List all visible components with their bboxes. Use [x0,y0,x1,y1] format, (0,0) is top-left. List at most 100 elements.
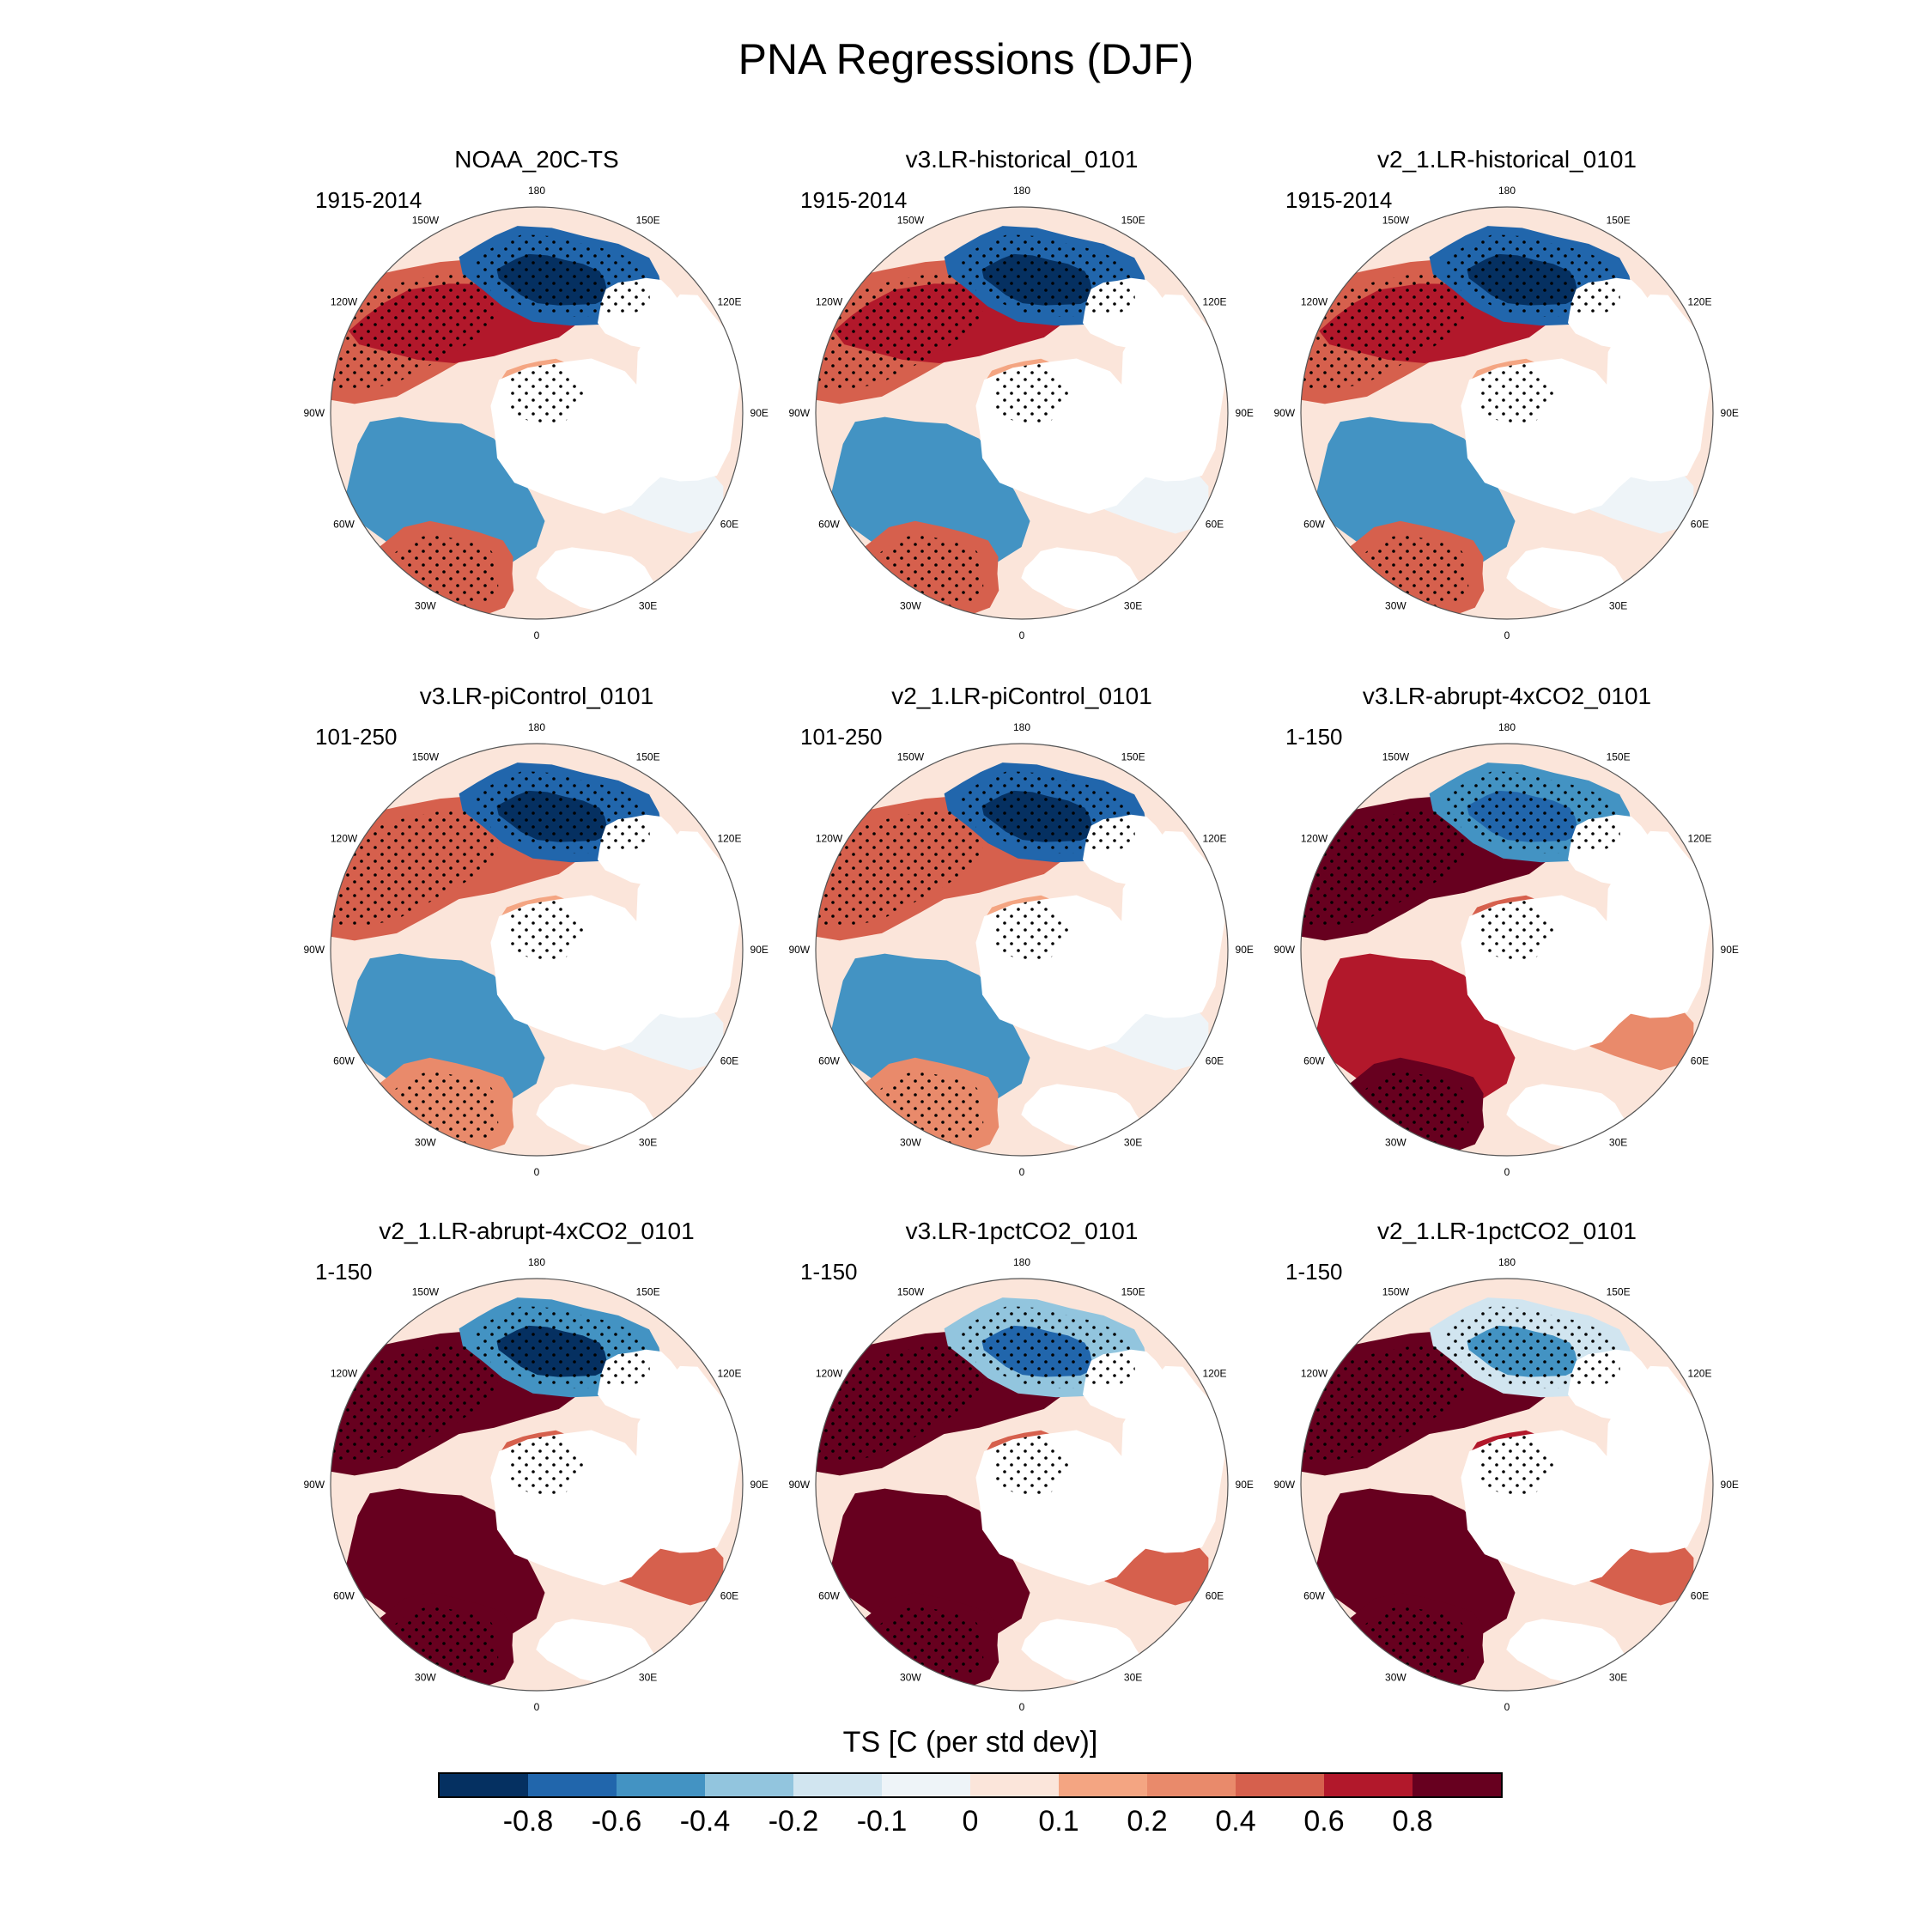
colorbar-tick-label: -0.6 [591,1805,642,1838]
longitude-label: 90E [750,407,769,419]
longitude-label: 90E [1236,944,1254,956]
longitude-label: 180 [1013,185,1030,197]
longitude-label: 0 [534,1701,540,1713]
colorbar-swatch [705,1774,793,1796]
globe-outline [330,206,744,620]
map-panel: NOAA_20C-TS 1915-2014 180 150W 150E 120W 120E 9… [296,146,846,641]
longitude-label: 150W [412,1286,440,1298]
longitude-label: 90W [1273,407,1295,419]
significance-stippling [1478,363,1557,425]
longitude-label: 150E [1121,1286,1145,1298]
map-panel: v2_1.LR-abrupt-4xCO2_0101 1-150 180 150W 150… [296,1218,846,1713]
longitude-label: 0 [1504,1701,1510,1713]
panel-period-label: 1915-2014 [800,187,908,213]
significance-stippling [1478,1435,1557,1497]
longitude-label: 180 [1498,721,1516,733]
panel-title: v2_1.LR-abrupt-4xCO2_0101 [379,1218,695,1244]
colorbar-swatch [1413,1774,1501,1796]
colorbar-swatch [440,1774,528,1796]
colorbar-swatch [1059,1774,1147,1796]
panel-period-label: 1915-2014 [315,187,422,213]
longitude-label: 90E [750,1479,769,1491]
significance-stippling [507,1435,586,1497]
longitude-label: 120W [816,1367,843,1379]
significance-stippling [957,770,1136,854]
colorbar-tick-label: -0.8 [502,1805,554,1838]
panel-title: NOAA_20C-TS [454,146,619,173]
land-mask [536,1619,659,1684]
colorbar-tick-label: 0 [962,1805,979,1838]
colorbar-tick-label: 0.2 [1127,1805,1168,1838]
longitude-label: 180 [528,185,545,197]
longitude-label: 30E [1609,1671,1627,1683]
longitude-label: 90E [1721,407,1739,419]
longitude-label: 30E [1609,1136,1627,1148]
globe-outline [1300,206,1714,620]
longitude-label: 120E [1202,1367,1226,1379]
globe-outline [330,743,744,1157]
longitude-label: 120E [717,1367,741,1379]
colorbar-tick-label: -0.4 [679,1805,731,1838]
polar-map: 180 150W 150E 120W 120E 90W 90E 60W 60E 30W 30E 0 [1273,721,1738,1178]
longitude-label: 30W [900,1136,921,1148]
longitude-label: 90W [303,1479,325,1491]
polar-map: 180 150W 150E 120W 120E 90W 90E 60W 60E 30W 30E 0 [1273,1256,1739,1713]
significance-stippling [957,1305,1136,1388]
significance-stippling [471,234,651,317]
longitude-label: 180 [528,1256,545,1268]
longitude-label: 60E [1691,1055,1709,1067]
land-mask [1021,547,1144,612]
colorbar-swatch [882,1774,970,1796]
longitude-label: 90W [788,1479,810,1491]
land-mask [1021,1084,1144,1149]
longitude-label: 150W [412,751,440,763]
panel-period-label: 1-150 [1285,724,1343,750]
longitude-label: 60E [1206,519,1224,531]
map-panel: v3.LR-piControl_0101 101-250 180 150W 150E 12… [296,683,846,1178]
map-panel: v2_1.LR-historical_0101 1915-2014 180 150W 1… [1267,146,1816,641]
longitude-label: 30E [639,1671,657,1683]
longitude-label: 0 [1504,629,1510,641]
land-mask [1506,1619,1629,1684]
longitude-label: 150E [1607,1286,1631,1298]
colorbar-tick-label: 0.6 [1303,1805,1345,1838]
longitude-label: 150E [1121,215,1145,227]
longitude-label: 150E [636,1286,660,1298]
longitude-label: 0 [534,629,540,641]
longitude-label: 30W [415,1671,436,1683]
longitude-label: 150W [412,215,440,227]
land-mask [536,547,659,612]
longitude-label: 90W [303,407,325,419]
polar-map: 180 150W 150E 120W 120E 90W 90E 60W 60E 30W 30E 0 [303,721,768,1178]
longitude-label: 90W [1273,944,1295,956]
colorbar-swatch [1324,1774,1413,1796]
longitude-label: 150E [636,215,660,227]
panel-title: v2_1.LR-piControl_0101 [891,683,1152,709]
longitude-label: 30E [639,1136,657,1148]
longitude-label: 60W [333,519,355,531]
longitude-label: 120E [717,832,741,844]
longitude-label: 120W [331,1367,358,1379]
globe-outline [330,1278,744,1692]
panel-period-label: 101-250 [315,724,398,750]
colorbar-tick-label: -0.1 [856,1805,908,1838]
longitude-label: 30E [1124,1671,1142,1683]
longitude-label: 120W [331,295,358,307]
panel-period-label: 1915-2014 [1285,187,1393,213]
longitude-label: 150E [1607,751,1631,763]
polar-map: 180 150W 150E 120W 120E 90W 90E 60W 60E 30W 30E 0 [788,1256,1253,1713]
land-mask [1506,547,1629,612]
colorbar-swatch [970,1774,1059,1796]
longitude-label: 30W [1385,1136,1406,1148]
globe-outline [815,1278,1229,1692]
colorbar-tick-label: 0.4 [1215,1805,1256,1838]
significance-stippling [993,1435,1072,1497]
globe-outline [1300,743,1714,1157]
longitude-label: 120E [1687,1367,1711,1379]
significance-stippling [1442,770,1621,854]
longitude-label: 120W [816,295,843,307]
longitude-label: 60E [720,519,738,531]
longitude-label: 90E [1721,1479,1739,1491]
longitude-label: 30W [1385,599,1406,611]
longitude-label: 0 [1504,1166,1510,1178]
